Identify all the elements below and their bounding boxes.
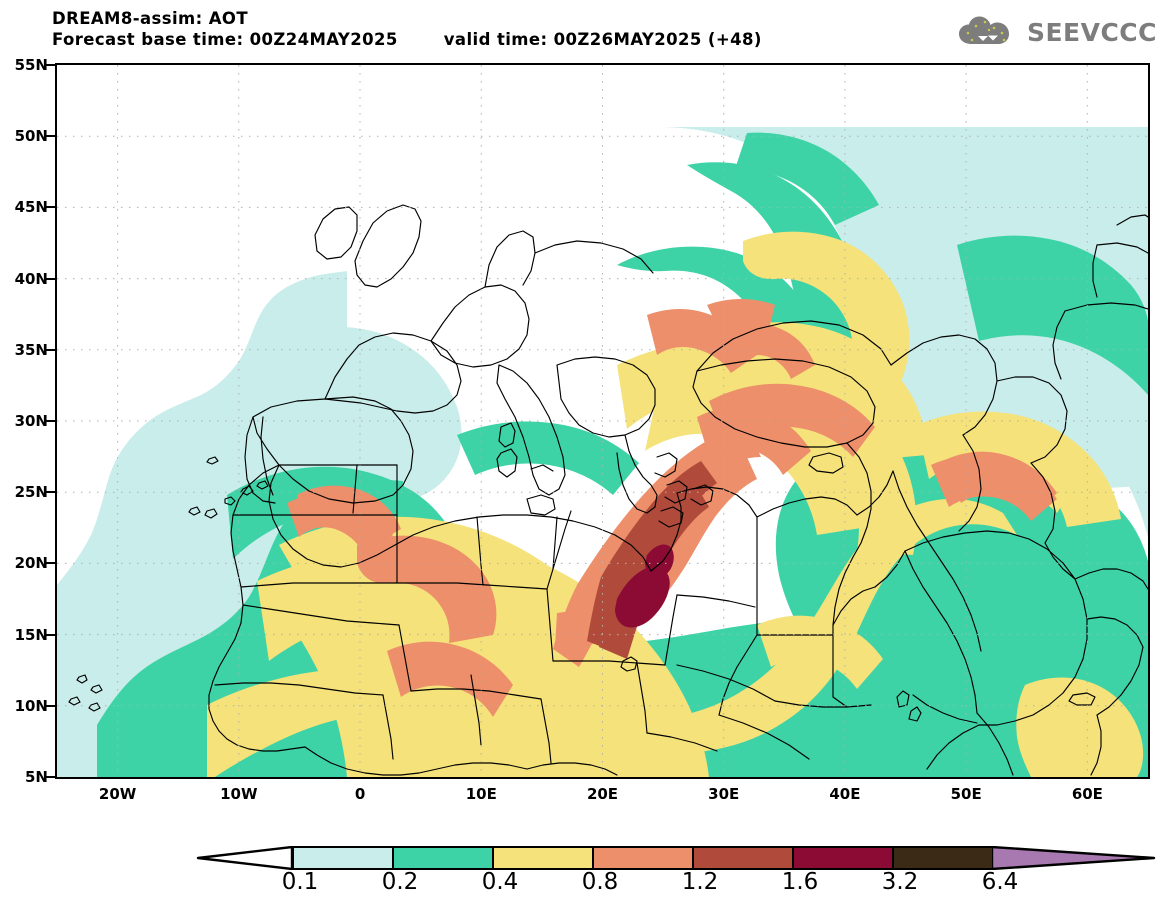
x-axis-label-0: 0 bbox=[354, 785, 366, 803]
colorbar-tick-0.2: 0.2 bbox=[381, 869, 419, 895]
y-axis-label-25N: 25N bbox=[14, 483, 48, 502]
seevccc-logo: SEEVCCC bbox=[958, 14, 1157, 50]
colorbar-segment-0 bbox=[292, 846, 394, 870]
y-axis-label-35N: 35N bbox=[14, 340, 48, 359]
cloud-icon bbox=[958, 16, 1009, 44]
x-axis-label-20E: 20E bbox=[586, 785, 619, 803]
colorbar-over-arrow bbox=[990, 845, 1156, 871]
y-axis-tick-25N bbox=[46, 491, 55, 494]
aot-contour-map bbox=[57, 65, 1148, 777]
x-axis-label-30E: 30E bbox=[708, 785, 740, 803]
colorbar-tick-0.1: 0.1 bbox=[281, 869, 319, 895]
colorbar-segment-3 bbox=[592, 846, 694, 870]
time-line: Forecast base time: 00Z24MAY2025 valid ti… bbox=[52, 29, 762, 50]
colorbar bbox=[196, 843, 1156, 873]
y-axis-tick-10N bbox=[46, 704, 55, 707]
contour-band-1.6 bbox=[615, 544, 674, 628]
x-axis-label-10E: 10E bbox=[465, 785, 497, 803]
y-axis-tick-20N bbox=[46, 562, 55, 565]
y-axis-tick-45N bbox=[46, 206, 55, 209]
colorbar-segment-4 bbox=[692, 846, 794, 870]
colorbar-tick-1.6: 1.6 bbox=[781, 869, 819, 895]
x-axis-label-10W: 10W bbox=[220, 785, 258, 803]
x-axis-label-20W: 20W bbox=[98, 785, 137, 803]
map-geography bbox=[68, 204, 1148, 776]
x-axis-label-40E: 40E bbox=[829, 785, 861, 803]
page-title: DREAM8-assim: AOT bbox=[52, 9, 249, 28]
y-axis-tick-50N bbox=[46, 135, 55, 138]
y-axis-tick-5N bbox=[46, 776, 55, 778]
y-axis-label-40N: 40N bbox=[14, 269, 48, 288]
y-axis-label-55N: 55N bbox=[14, 56, 48, 74]
y-axis-tick-15N bbox=[46, 633, 55, 636]
colorbar-segment-6 bbox=[892, 846, 994, 870]
y-axis-tick-30N bbox=[46, 420, 55, 422]
colorbar-segment-2 bbox=[492, 846, 594, 870]
y-axis-label-45N: 45N bbox=[14, 198, 48, 217]
x-axis-label-60E: 60E bbox=[1071, 785, 1103, 803]
valid-time: valid time: 00Z26MAY2025 (+48) bbox=[443, 30, 762, 49]
colorbar-tick-0.4: 0.4 bbox=[481, 869, 519, 895]
y-axis-tick-40N bbox=[46, 277, 55, 280]
y-axis-label-50N: 50N bbox=[14, 127, 48, 146]
y-axis-tick-55N bbox=[46, 64, 55, 66]
colorbar-under-arrow bbox=[196, 845, 294, 871]
map-plot-area bbox=[55, 63, 1150, 779]
y-axis-label-30N: 30N bbox=[14, 412, 48, 430]
colorbar-segment-5 bbox=[792, 846, 894, 870]
forecast-base-time: Forecast base time: 00Z24MAY2025 bbox=[52, 30, 398, 49]
colorbar-tick-0.8: 0.8 bbox=[581, 869, 619, 895]
y-axis-label-5N: 5N bbox=[25, 768, 48, 786]
y-axis-label-10N: 10N bbox=[14, 696, 48, 715]
colorbar-labels: 0.1 0.2 0.4 0.8 1.2 1.6 3.2 6.4 bbox=[196, 869, 1156, 899]
logo-text: SEEVCCC bbox=[1026, 17, 1157, 47]
map-gridlines bbox=[57, 65, 1148, 777]
colorbar-tick-3.2: 3.2 bbox=[881, 869, 919, 895]
y-axis-label-15N: 15N bbox=[14, 625, 48, 644]
x-axis-label-50E: 50E bbox=[950, 785, 982, 803]
chart-title-block: DREAM8-assim: AOT Forecast base time: 00… bbox=[52, 8, 762, 50]
y-axis-tick-35N bbox=[46, 348, 55, 351]
colorbar-segment-1 bbox=[392, 846, 494, 870]
colorbar-tick-6.4: 6.4 bbox=[981, 869, 1019, 895]
y-axis-label-20N: 20N bbox=[14, 554, 48, 573]
colorbar-tick-1.2: 1.2 bbox=[681, 869, 719, 895]
